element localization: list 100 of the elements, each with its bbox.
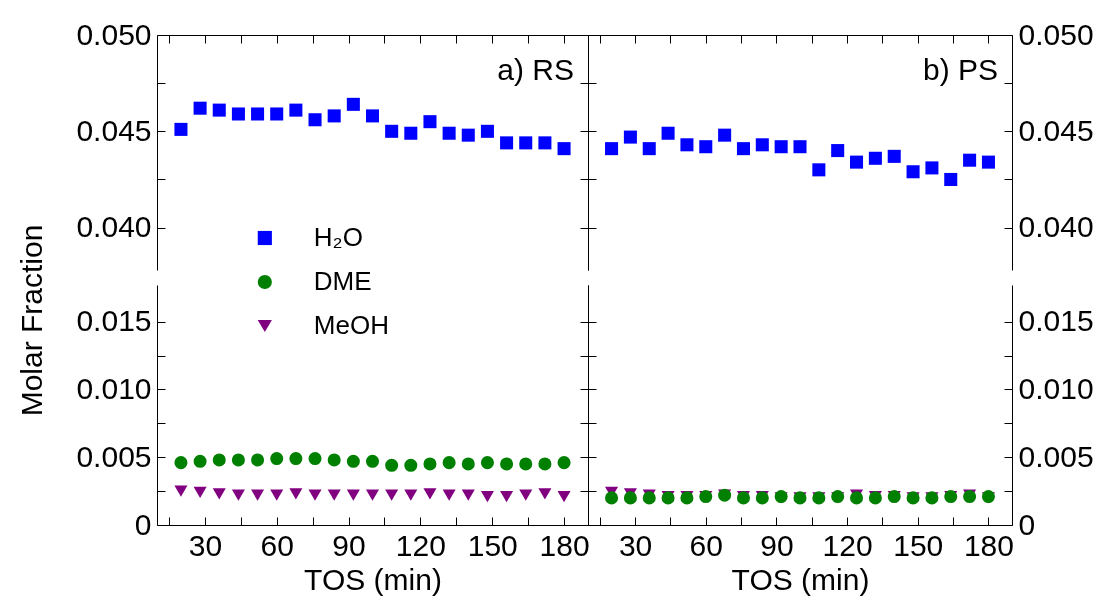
point (963, 153, 977, 167)
point (212, 453, 226, 467)
point (270, 489, 284, 501)
point (346, 454, 360, 468)
point (850, 155, 864, 169)
x-axis-title: TOS (min) (731, 562, 870, 596)
point (699, 140, 713, 154)
point (718, 128, 732, 142)
point (174, 485, 188, 497)
point (680, 138, 694, 152)
point (480, 124, 494, 138)
y-tick-label: 0.005 (76, 439, 152, 473)
point (480, 490, 494, 503)
point (661, 126, 675, 140)
x-tick-label: 150 (467, 528, 518, 562)
point (251, 107, 265, 121)
point (519, 457, 533, 471)
point (442, 126, 456, 140)
point (793, 140, 807, 154)
point (538, 136, 552, 150)
point (442, 489, 456, 501)
x-axis-title: TOS (min) (304, 562, 442, 596)
point (231, 489, 245, 501)
x-tick-label: 150 (893, 528, 944, 562)
point (519, 136, 533, 150)
y2-tick-label: 0.010 (1018, 371, 1094, 405)
point (404, 489, 418, 501)
point (623, 130, 637, 144)
point (605, 142, 619, 156)
point (270, 107, 284, 121)
point (308, 489, 322, 501)
point (251, 489, 265, 501)
x-tick-label: 180 (963, 528, 1014, 562)
point (289, 488, 303, 500)
point (557, 490, 571, 503)
x-tick-label: 180 (539, 528, 590, 562)
y2-tick-label: 0.040 (1018, 210, 1094, 244)
point (365, 489, 380, 501)
point (925, 161, 939, 175)
point (289, 103, 303, 117)
y-tick-label: 0 (134, 507, 152, 541)
y-tick-label: 0.015 (76, 304, 152, 338)
point (480, 456, 494, 470)
point (538, 457, 552, 471)
x-tick-label: 90 (760, 528, 794, 562)
point (327, 453, 341, 467)
point (461, 128, 475, 142)
point (289, 452, 303, 466)
y2-tick-label: 0.015 (1018, 304, 1094, 338)
point (906, 165, 920, 179)
point (327, 489, 341, 501)
point (404, 126, 418, 140)
point (831, 144, 845, 158)
point (755, 138, 769, 152)
x-tick-label: 30 (618, 528, 653, 562)
point (423, 115, 437, 129)
y2-tick-label: 0.005 (1018, 439, 1094, 473)
point (736, 142, 750, 156)
point (174, 456, 188, 470)
y2-tick-label: 0.045 (1018, 113, 1094, 147)
point (193, 486, 207, 499)
point (500, 136, 514, 150)
point (385, 124, 399, 138)
point (346, 97, 360, 111)
point (231, 453, 245, 467)
legend-label: DME (313, 266, 372, 296)
point (812, 163, 826, 177)
y-axis-title: Molar Fraction (14, 224, 48, 417)
point (868, 151, 882, 165)
x-tick-label: 60 (260, 528, 294, 562)
point (193, 101, 207, 115)
point (981, 155, 995, 169)
point (404, 458, 418, 472)
y-tick-label: 0.010 (76, 371, 152, 405)
annotation: b) PS (922, 53, 998, 86)
point (270, 452, 284, 466)
point (423, 457, 437, 471)
x-tick-label: 120 (395, 528, 446, 562)
point (346, 489, 360, 501)
point (193, 454, 207, 468)
point (365, 454, 380, 468)
point (423, 488, 437, 500)
point (557, 456, 571, 470)
point (385, 489, 399, 501)
point (642, 142, 656, 156)
legend-label: MeOH (313, 310, 389, 340)
point (461, 457, 475, 471)
point (500, 457, 514, 471)
point (385, 458, 399, 472)
point (461, 489, 475, 501)
y-tick-label: 0.045 (76, 113, 152, 147)
point (774, 140, 788, 154)
x-tick-label: 90 (332, 528, 366, 562)
point (308, 452, 322, 466)
point (365, 109, 380, 123)
annotation: a) RS (497, 53, 574, 86)
point (944, 172, 958, 186)
point (538, 488, 552, 500)
point (231, 107, 245, 121)
point (557, 142, 571, 156)
